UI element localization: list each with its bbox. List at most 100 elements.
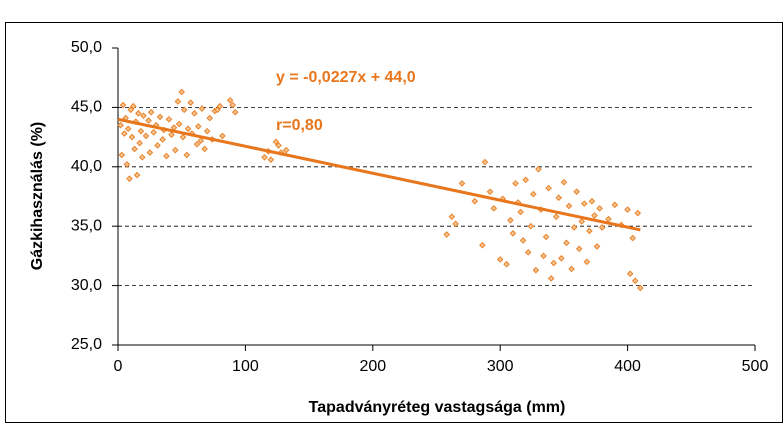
point (135, 110, 142, 117)
y-tick-label: 45,0 (71, 99, 102, 116)
point (187, 99, 194, 106)
point (503, 260, 510, 268)
point (147, 108, 155, 116)
point (575, 245, 583, 253)
y-tick-label: 50,0 (71, 39, 102, 56)
x-tick-label: 500 (742, 358, 769, 375)
point (172, 146, 179, 154)
point (527, 222, 535, 230)
point (565, 202, 573, 210)
point (507, 216, 514, 224)
point (175, 120, 183, 128)
point (580, 200, 588, 207)
point (496, 256, 504, 263)
point (570, 224, 578, 231)
point (203, 127, 211, 135)
point (180, 106, 188, 114)
point (140, 112, 147, 120)
point (591, 212, 598, 219)
point (226, 96, 234, 104)
point (133, 171, 141, 179)
y-tick-label: 30,0 (71, 277, 102, 294)
point (131, 145, 138, 153)
point (586, 227, 593, 235)
chart-border (5, 22, 783, 423)
point (631, 277, 639, 285)
point (150, 129, 157, 136)
point (530, 190, 537, 198)
point (198, 105, 206, 112)
point (178, 88, 186, 96)
point (535, 165, 542, 173)
point (191, 110, 198, 117)
point (137, 127, 145, 135)
y-tick-label: 40,0 (71, 158, 102, 175)
annotation: y = -0,0227x + 44,0 (276, 69, 416, 86)
point (637, 284, 644, 292)
point (634, 209, 642, 217)
point (519, 237, 527, 244)
point (611, 201, 619, 209)
x-tick-label: 0 (114, 358, 123, 375)
point (214, 106, 221, 114)
trendline (117, 117, 641, 232)
point (522, 176, 529, 184)
point (121, 130, 128, 137)
point (219, 132, 226, 140)
y-tick-label: 35,0 (71, 217, 102, 234)
point (573, 188, 580, 196)
point (146, 149, 154, 156)
point (479, 241, 486, 249)
point (624, 206, 631, 213)
point (117, 121, 124, 129)
point (124, 125, 132, 133)
point (156, 113, 164, 121)
point (512, 180, 519, 187)
point (588, 197, 596, 205)
point (267, 156, 275, 163)
point (563, 239, 570, 247)
point (593, 243, 601, 250)
point (540, 252, 547, 260)
y-axis-title: Gázkihasználás (%) (29, 122, 46, 271)
point (558, 254, 565, 262)
point (448, 213, 456, 221)
point (136, 139, 143, 147)
point (568, 265, 575, 273)
point (596, 205, 603, 212)
point (550, 259, 558, 267)
point (578, 218, 586, 225)
point (118, 151, 126, 159)
x-tick-label: 200 (359, 358, 386, 375)
y-tick-label: 25,0 (71, 336, 102, 353)
point (275, 142, 282, 149)
point (194, 123, 202, 130)
point (629, 234, 637, 242)
point (282, 146, 290, 154)
point (216, 102, 224, 110)
x-tick-label: 300 (487, 358, 514, 375)
point (142, 132, 150, 140)
point (547, 275, 555, 282)
point (145, 117, 152, 124)
point (193, 140, 201, 148)
point (272, 138, 280, 146)
point (552, 213, 560, 221)
point (524, 249, 532, 256)
point (261, 153, 268, 161)
point (179, 133, 187, 141)
point (509, 230, 517, 237)
point (443, 231, 450, 238)
point (486, 188, 494, 196)
point (583, 258, 591, 266)
point (201, 145, 208, 153)
point (197, 137, 205, 144)
x-tick-label: 100 (232, 358, 259, 375)
point (545, 184, 552, 192)
point (174, 98, 182, 105)
point (555, 194, 563, 201)
point (126, 175, 133, 182)
point (127, 106, 135, 114)
point (626, 270, 634, 278)
